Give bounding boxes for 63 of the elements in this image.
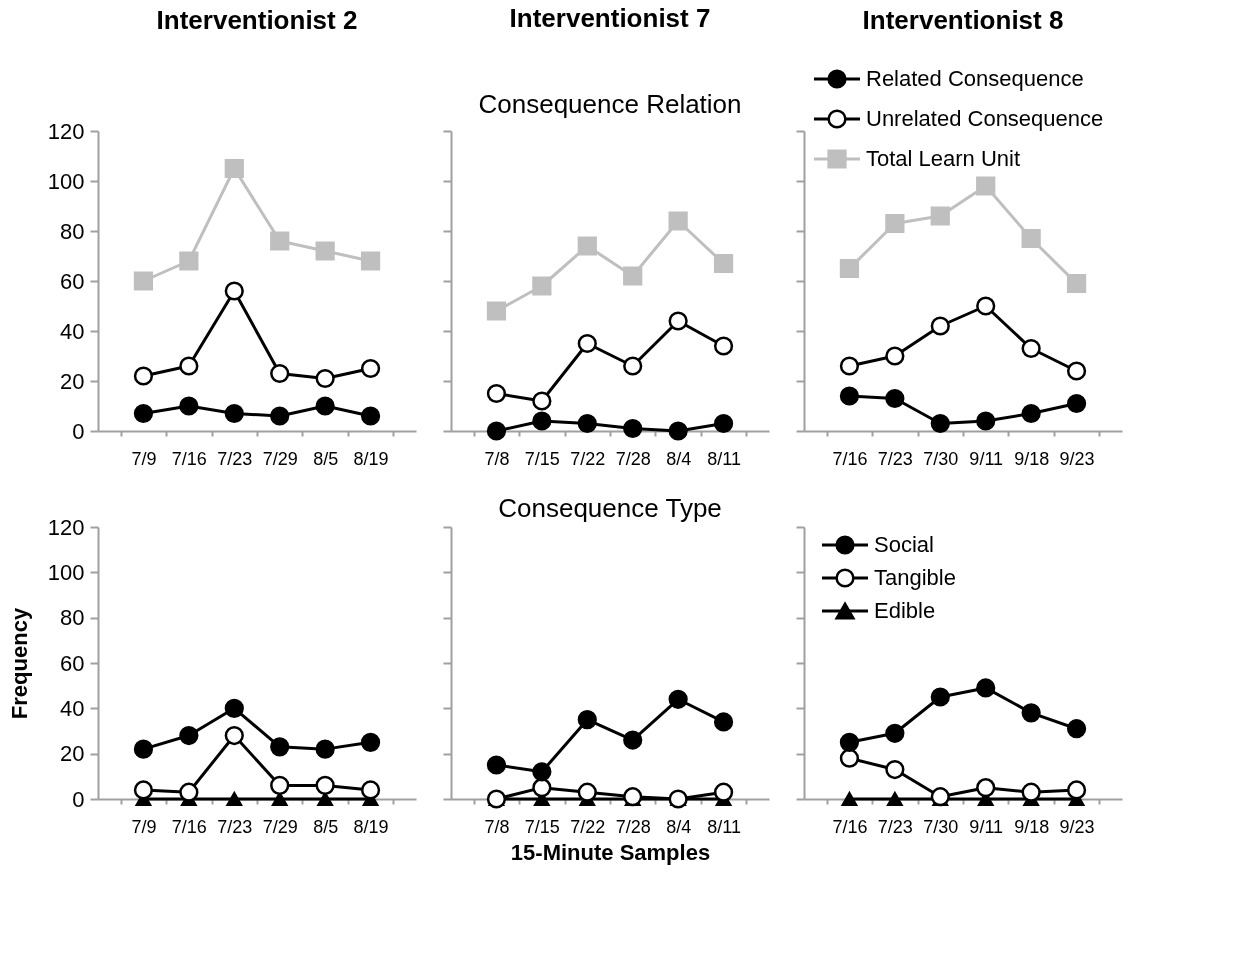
- y-tick-label: 40: [60, 695, 85, 721]
- x-tick-label: 8/5: [313, 448, 339, 469]
- chart-subtitle: Consequence Type: [498, 493, 722, 523]
- chart-title: Interventionist 7: [509, 3, 711, 33]
- chart-subtitle: Consequence Relation: [478, 89, 742, 119]
- x-tick-label: 8/4: [666, 448, 692, 469]
- x-tick-label: 8/11: [707, 448, 741, 469]
- x-tick-label: 7/23: [877, 448, 913, 469]
- x-tick-label: 7/30: [923, 816, 959, 837]
- x-tick-label: 7/22: [570, 816, 606, 837]
- x-tick-label: 9/23: [1059, 448, 1095, 469]
- legend-label: Edible: [874, 598, 936, 623]
- x-tick-label: 7/9: [131, 816, 157, 837]
- y-tick-label: 60: [60, 268, 85, 294]
- x-tick-label: 7/16: [832, 448, 868, 469]
- y-tick-label: 100: [47, 559, 85, 585]
- x-axis-title: 15-Minute Samples: [510, 839, 711, 865]
- x-tick-label: 7/16: [171, 448, 207, 469]
- x-tick-label: 9/18: [1014, 816, 1050, 837]
- x-tick-label: 9/18: [1014, 448, 1050, 469]
- x-tick-label: 7/23: [217, 448, 253, 469]
- y-tick-label: 60: [60, 650, 85, 676]
- x-tick-label: 7/22: [570, 448, 606, 469]
- legend-label: Unrelated Consequence: [866, 106, 1104, 131]
- x-tick-label: 7/23: [877, 816, 913, 837]
- y-tick-label: 80: [60, 605, 85, 631]
- x-tick-label: 7/28: [615, 816, 651, 837]
- x-tick-label: 8/19: [353, 816, 389, 837]
- x-tick-label: 7/8: [484, 816, 510, 837]
- y-tick-label: 100: [47, 168, 85, 194]
- x-tick-label: 7/15: [524, 448, 560, 469]
- legend-label: Total Learn Unit: [866, 146, 1021, 171]
- y-tick-label: 20: [60, 741, 85, 767]
- legend-label: Social: [874, 532, 934, 557]
- y-tick-label: 0: [72, 786, 85, 812]
- x-tick-label: 7/9: [131, 448, 157, 469]
- x-tick-label: 7/23: [217, 816, 253, 837]
- x-tick-label: 7/15: [524, 816, 560, 837]
- chart-title: Interventionist 8: [862, 4, 1064, 35]
- x-tick-label: 9/11: [969, 448, 1004, 469]
- y-tick-label: 120: [47, 514, 85, 540]
- x-tick-label: 8/11: [707, 816, 741, 837]
- x-tick-label: 8/4: [666, 816, 692, 837]
- x-tick-label: 7/29: [262, 816, 298, 837]
- x-tick-label: 9/23: [1059, 816, 1095, 837]
- y-tick-label: 20: [60, 368, 85, 394]
- x-tick-label: 7/16: [832, 816, 868, 837]
- legend-label: Tangible: [874, 565, 956, 590]
- chart-title: Interventionist 2: [156, 5, 358, 35]
- y-tick-label: 120: [47, 118, 85, 144]
- x-tick-label: 8/19: [353, 448, 389, 469]
- x-tick-label: 7/28: [615, 448, 651, 469]
- y-tick-label: 40: [60, 318, 85, 344]
- x-tick-label: 9/11: [969, 816, 1004, 837]
- x-tick-label: 7/8: [484, 448, 510, 469]
- y-tick-label: 0: [72, 418, 85, 444]
- x-tick-label: 7/30: [923, 448, 959, 469]
- legend-label: Related Consequence: [866, 66, 1084, 91]
- y-axis-title: Frequency: [6, 607, 32, 720]
- y-tick-label: 80: [60, 218, 85, 244]
- x-tick-label: 8/5: [313, 816, 339, 837]
- x-tick-label: 7/29: [262, 448, 298, 469]
- x-tick-label: 7/16: [171, 816, 207, 837]
